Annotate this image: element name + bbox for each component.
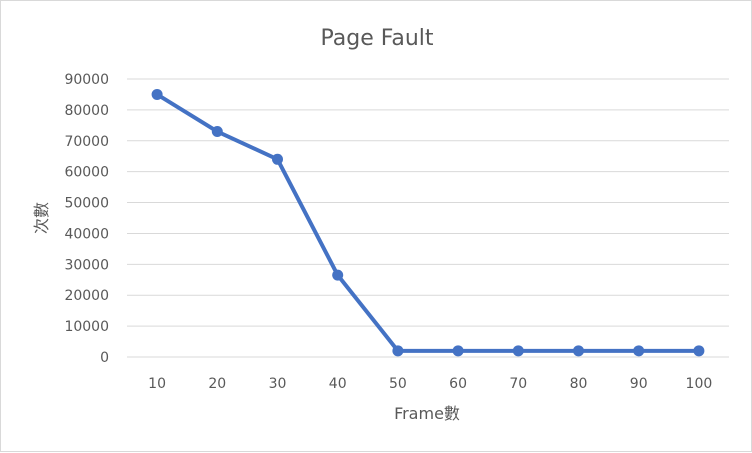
chart-title: Page Fault: [320, 26, 433, 51]
y-tick-label: 30000: [64, 257, 109, 273]
y-tick-label: 20000: [64, 288, 109, 304]
x-tick-label: 90: [630, 376, 648, 392]
series-line: [155, 92, 701, 353]
x-axis-title: Frame數: [394, 404, 460, 423]
data-point: [151, 88, 163, 100]
y-tick-label: 70000: [64, 134, 109, 150]
x-tick-label: 10: [148, 376, 166, 392]
x-tick-label: 80: [570, 376, 588, 392]
x-tick-label: 20: [208, 376, 226, 392]
x-tick-label: 60: [449, 376, 467, 392]
x-axis-tick-labels: 10 20 30 40 50 60 70 80 90 100: [148, 376, 712, 392]
y-tick-label: 80000: [64, 103, 109, 119]
y-axis-tick-labels: 0 10000 20000 30000 40000 50000 60000 70000 8000…: [64, 72, 109, 366]
data-point: [573, 345, 584, 357]
y-tick-label: 0: [100, 350, 109, 366]
y-tick-label: 90000: [64, 72, 109, 88]
x-tick-label: 30: [269, 376, 287, 392]
x-tick-label: 50: [389, 376, 407, 392]
data-point: [633, 345, 645, 357]
data-point: [211, 126, 223, 138]
y-tick-label: 60000: [64, 165, 109, 181]
data-point: [512, 345, 524, 357]
y-tick-label: 10000: [64, 319, 109, 335]
data-point: [272, 153, 283, 165]
gridlines: [127, 78, 729, 358]
data-point: [332, 269, 344, 281]
data-point: [693, 345, 705, 357]
y-tick-label: 40000: [64, 226, 109, 242]
series-layer: [151, 88, 705, 357]
y-axis-title: 次數: [32, 202, 51, 234]
x-tick-label: 100: [686, 376, 713, 392]
x-tick-label: 70: [509, 376, 527, 392]
y-tick-label: 50000: [64, 196, 109, 212]
data-point: [452, 345, 464, 357]
data-point: [392, 345, 404, 357]
x-tick-label: 40: [329, 376, 347, 392]
